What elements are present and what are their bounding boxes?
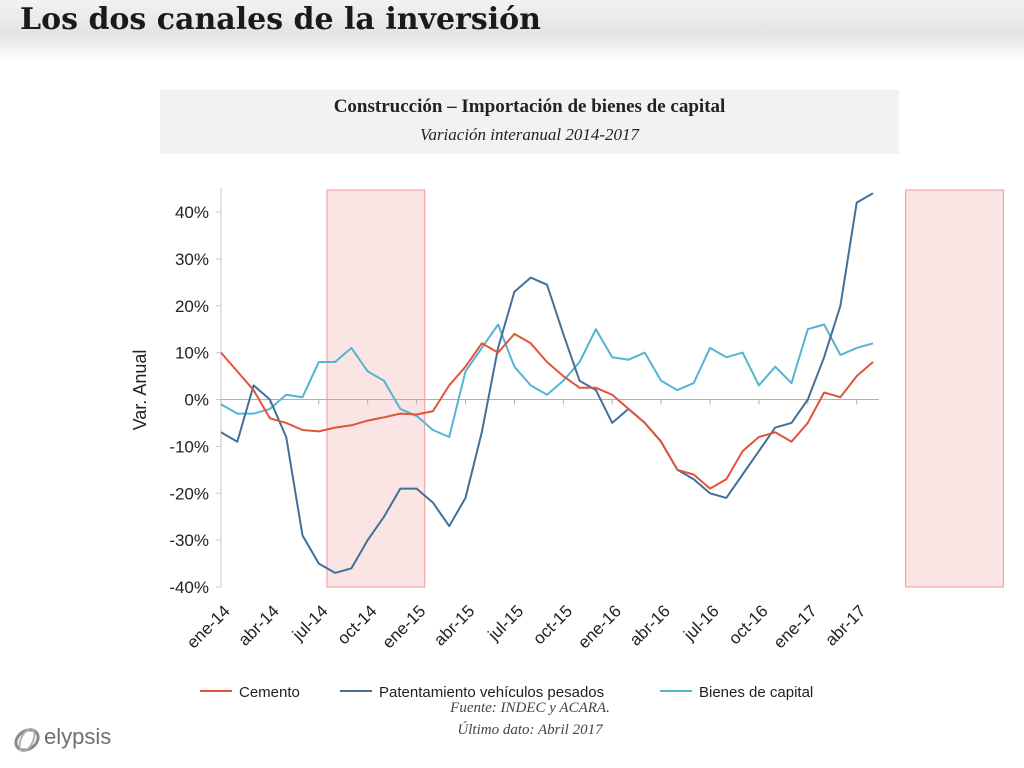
x-tick-label: abr-17 (821, 601, 869, 649)
page-title: Los dos canales de la inversión (20, 2, 541, 37)
legend-label: Cemento (239, 684, 300, 701)
x-tick-label: ene-14 (183, 601, 234, 652)
x-tick-label: abr-16 (626, 601, 674, 649)
shaded-period-2 (905, 189, 1004, 588)
x-tick-label: ene-16 (574, 601, 625, 652)
y-tick-label: -10% (169, 437, 209, 456)
chart-title-box: Construcción – Importación de bienes de … (160, 90, 899, 154)
y-tick-label: 30% (175, 250, 209, 269)
y-tick-label: -20% (169, 484, 209, 503)
shaded-period-1 (326, 189, 426, 588)
x-tick-label: ene-15 (379, 601, 430, 652)
legend-label: Patentamiento vehículos pesados (379, 684, 604, 701)
x-tick-label: jul-16 (679, 601, 723, 645)
legend-label: Bienes de capital (699, 684, 813, 701)
y-tick-label: -30% (169, 531, 209, 550)
logo-icon (14, 727, 40, 753)
header-band (0, 0, 1024, 62)
last-data-note: Último dato: Abril 2017 (457, 722, 603, 738)
source-note: Fuente: INDEC y ACARA. (450, 700, 610, 716)
chart-title: Construcción – Importación de bienes de … (333, 96, 726, 117)
logo-text: elypsis (44, 724, 112, 749)
x-tick-label: oct-14 (334, 601, 381, 648)
x-tick-label: abr-15 (430, 601, 478, 649)
y-tick-label: 0% (184, 391, 209, 410)
x-tick-label: abr-14 (235, 601, 283, 649)
chart-subtitle: Variación interanual 2014-2017 (419, 125, 640, 144)
x-tick-label: jul-15 (484, 601, 528, 645)
y-tick-label: 10% (175, 344, 209, 363)
x-tick-label: oct-16 (725, 601, 772, 648)
y-tick-label: -40% (169, 578, 209, 597)
x-tick-label: ene-17 (770, 601, 821, 652)
y-axis-title: Var. Anual (130, 350, 150, 431)
y-tick-label: 40% (175, 203, 209, 222)
elypsis-logo: elypsis (12, 722, 122, 762)
x-tick-label: oct-15 (529, 601, 576, 648)
x-tick-label: jul-14 (288, 601, 332, 645)
series-line-cemento (220, 332, 874, 490)
y-tick-label: 20% (175, 297, 209, 316)
series-line-patentamiento-veh-culos-pesados (220, 192, 874, 574)
series-line-bienes-de-capital (220, 323, 874, 438)
